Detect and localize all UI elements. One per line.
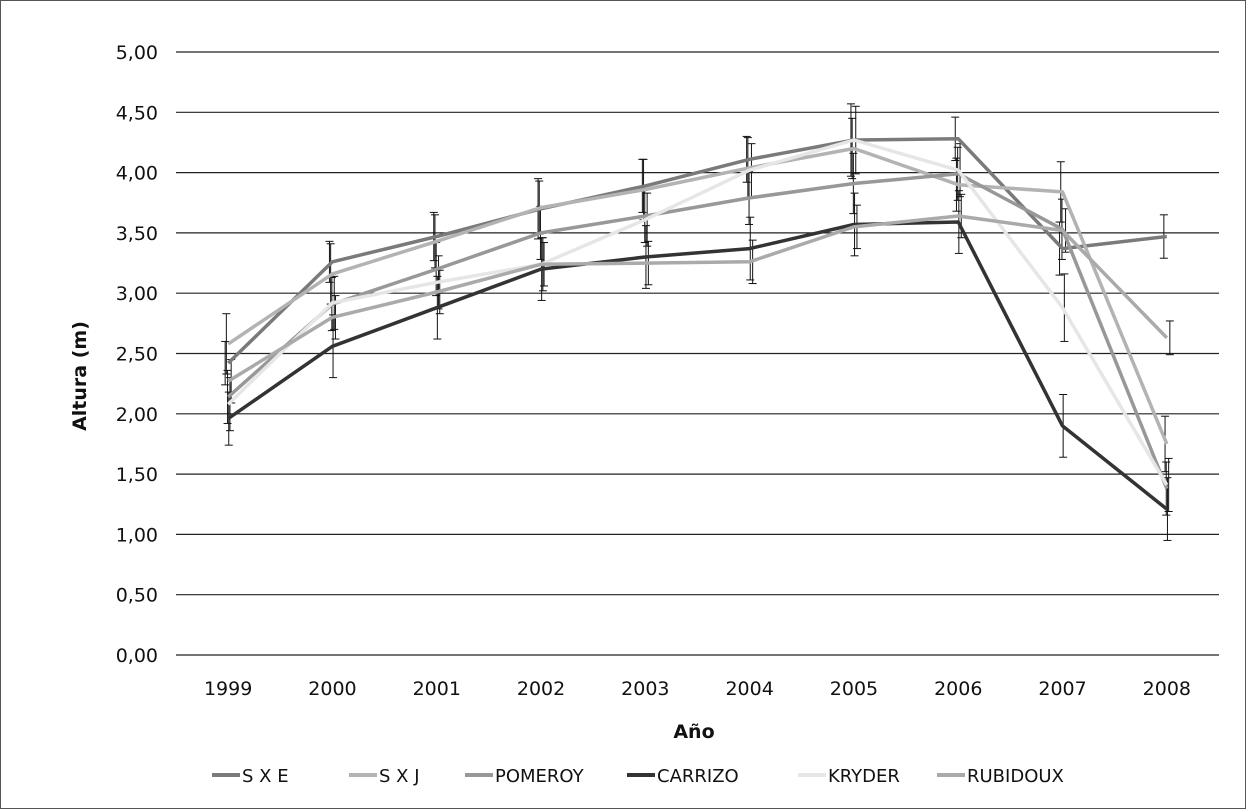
y-tick-label: 4,00 [116,163,158,185]
series-line [227,220,1168,511]
x-tick-label: 2008 [1143,678,1191,700]
x-tick-label: 2004 [725,678,773,700]
series-line [227,146,1169,445]
y-tick-label: 0,00 [116,645,158,667]
series-lines [226,137,1169,511]
series-line [227,172,1169,490]
legend-label: CARRIZO [657,766,739,787]
x-axis-title: Año [673,721,714,743]
y-tick-label: 0,50 [116,585,158,607]
x-tick-label: 2005 [830,678,878,700]
gridlines [176,51,1219,656]
y-axis-title: Altura (m) [69,321,91,431]
legend-label: POMEROY [495,766,585,787]
legend-label: RUBIDOUX [967,766,1064,787]
x-tick-label: 2006 [934,678,982,700]
y-tick-label: 1,50 [116,464,158,486]
y-axis-ticks: 0,00 0,50 1,00 1,50 2,00 2,50 3,00 3,50 4,00 4,50… [116,42,158,667]
legend-label: KRYDER [828,766,900,787]
error-bars [221,103,1174,541]
series-line [226,137,1168,365]
x-axis-ticks: 1999 2000 2001 2002 2003 2004 2005 2006 2007 2008 [204,678,1191,700]
x-tick-label: 2001 [413,678,461,700]
series-line [226,138,1169,486]
y-tick-label: 3,00 [116,283,158,305]
y-tick-label: 2,00 [116,404,158,426]
y-tick-label: 1,00 [116,524,158,546]
legend-label: S X J [379,766,420,787]
y-tick-label: 2,50 [116,344,158,366]
y-tick-label: 3,50 [116,223,158,245]
legend-label: S X E [242,766,289,787]
y-tick-label: 4,50 [116,102,158,124]
series-line [227,214,1169,383]
x-tick-label: 1999 [204,678,252,700]
x-tick-label: 2002 [517,678,565,700]
legend: S X E S X J POMEROY CARRIZO KRYDER RUBIDOUX [212,766,1064,787]
x-tick-label: 2007 [1038,678,1086,700]
x-tick-label: 2003 [621,678,669,700]
y-tick-label: 5,00 [116,42,158,64]
x-tick-label: 2000 [308,678,356,700]
